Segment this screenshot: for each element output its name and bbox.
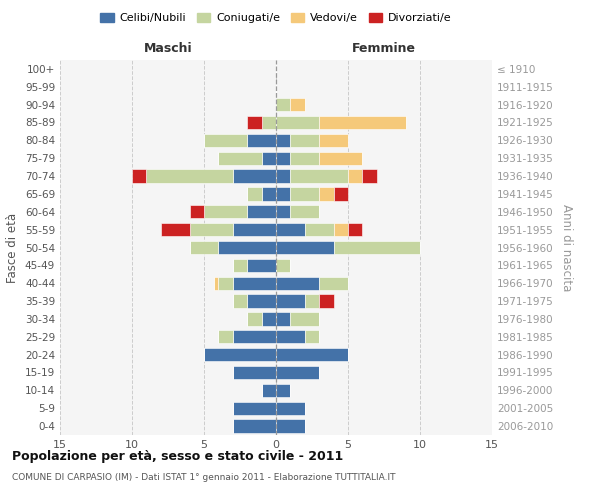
Bar	[276, 223, 305, 236]
Bar	[276, 241, 334, 254]
Bar	[290, 187, 319, 200]
Bar	[247, 205, 276, 218]
Bar	[305, 330, 319, 344]
Bar	[319, 187, 334, 200]
Bar	[233, 402, 276, 415]
Text: COMUNE DI CARPASIO (IM) - Dati ISTAT 1° gennaio 2011 - Elaborazione TUTTITALIA.I: COMUNE DI CARPASIO (IM) - Dati ISTAT 1° …	[12, 472, 395, 482]
Bar	[233, 170, 276, 183]
Bar	[262, 312, 276, 326]
Bar	[218, 330, 233, 344]
Bar	[290, 98, 305, 112]
Bar	[233, 330, 276, 344]
Bar	[214, 276, 218, 290]
Bar	[218, 241, 276, 254]
Bar	[247, 258, 276, 272]
Bar	[319, 276, 348, 290]
Bar	[334, 187, 348, 200]
Bar	[276, 258, 290, 272]
Bar	[233, 294, 247, 308]
Bar	[276, 187, 290, 200]
Bar	[276, 276, 319, 290]
Bar	[305, 294, 319, 308]
Bar	[233, 420, 276, 433]
Bar	[233, 366, 276, 379]
Bar	[233, 223, 276, 236]
Bar	[276, 205, 290, 218]
Bar	[262, 116, 276, 129]
Bar	[262, 187, 276, 200]
Bar	[204, 348, 276, 362]
Bar	[190, 241, 218, 254]
Bar	[319, 294, 334, 308]
Bar	[218, 276, 233, 290]
Y-axis label: Fasce di età: Fasce di età	[7, 212, 19, 282]
Text: Femmine: Femmine	[352, 42, 416, 54]
Bar	[276, 330, 305, 344]
Bar	[233, 276, 276, 290]
Bar	[276, 116, 319, 129]
Bar	[247, 134, 276, 147]
Bar	[247, 187, 262, 200]
Text: Popolazione per età, sesso e stato civile - 2011: Popolazione per età, sesso e stato civil…	[12, 450, 343, 463]
Bar	[276, 348, 348, 362]
Bar	[276, 98, 290, 112]
Bar	[276, 312, 290, 326]
Bar	[161, 223, 190, 236]
Bar	[262, 152, 276, 165]
Bar	[233, 258, 247, 272]
Bar	[218, 152, 262, 165]
Bar	[334, 223, 348, 236]
Bar	[190, 223, 233, 236]
Bar	[290, 312, 319, 326]
Bar	[348, 170, 362, 183]
Bar	[247, 294, 276, 308]
Bar	[305, 223, 334, 236]
Bar	[334, 241, 420, 254]
Bar	[276, 170, 290, 183]
Bar	[290, 134, 319, 147]
Bar	[319, 152, 362, 165]
Bar	[247, 116, 262, 129]
Bar	[348, 223, 362, 236]
Bar	[204, 205, 247, 218]
Text: Maschi: Maschi	[143, 42, 193, 54]
Bar	[362, 170, 377, 183]
Bar	[276, 294, 305, 308]
Bar	[319, 116, 406, 129]
Bar	[290, 152, 319, 165]
Bar	[276, 420, 305, 433]
Bar	[204, 134, 247, 147]
Bar	[290, 205, 319, 218]
Bar	[276, 134, 290, 147]
Legend: Celibi/Nubili, Coniugati/e, Vedovi/e, Divorziati/e: Celibi/Nubili, Coniugati/e, Vedovi/e, Di…	[96, 8, 456, 28]
Bar	[132, 170, 146, 183]
Bar	[319, 134, 348, 147]
Bar	[146, 170, 233, 183]
Y-axis label: Anni di nascita: Anni di nascita	[560, 204, 573, 291]
Bar	[276, 402, 305, 415]
Bar	[276, 366, 319, 379]
Bar	[190, 205, 204, 218]
Bar	[262, 384, 276, 397]
Bar	[276, 384, 290, 397]
Bar	[290, 170, 348, 183]
Bar	[276, 152, 290, 165]
Bar	[247, 312, 262, 326]
